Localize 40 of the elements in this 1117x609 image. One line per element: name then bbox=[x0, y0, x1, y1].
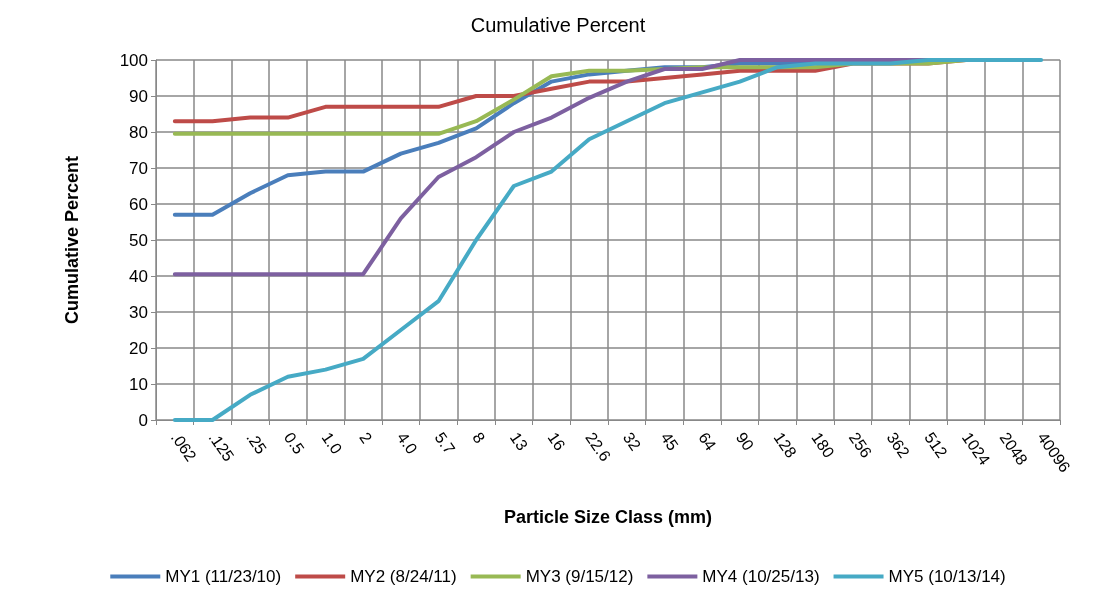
y-tick-label: 70 bbox=[129, 158, 148, 178]
y-tick-label: 0 bbox=[138, 410, 148, 430]
x-tick-label: 4.0 bbox=[393, 429, 421, 458]
chart-title: Cumulative Percent bbox=[470, 14, 646, 36]
y-tick-label: 30 bbox=[129, 302, 148, 322]
legend-label: MY3 (9/15/12) bbox=[525, 567, 634, 586]
x-tick-label: 45 bbox=[657, 429, 682, 454]
x-tick-label: 64 bbox=[695, 429, 720, 454]
line-series bbox=[172, 58, 1044, 422]
y-tick-label: 50 bbox=[129, 230, 148, 250]
legend-label: MY1 (11/23/10) bbox=[165, 567, 282, 586]
x-tick-label: 32 bbox=[619, 429, 645, 454]
x-tick-label: 362 bbox=[883, 429, 913, 461]
y-axis-title: Cumulative Percent bbox=[62, 155, 82, 325]
x-tick-label: .125 bbox=[205, 429, 238, 465]
legend-label: MY2 (8/24/11) bbox=[350, 567, 457, 586]
x-tick-label: 2 bbox=[356, 429, 376, 447]
x-axis-title: Particle Size Class (mm) bbox=[503, 507, 713, 527]
x-tick-label: 512 bbox=[921, 429, 951, 461]
x-tick-label: 13 bbox=[506, 429, 532, 454]
x-tick-label: 16 bbox=[544, 429, 569, 454]
x-tick-label: 1.0 bbox=[318, 429, 346, 458]
x-tick-label: 180 bbox=[808, 429, 838, 461]
y-tick-label: 80 bbox=[129, 122, 148, 142]
y-tick-label: 20 bbox=[129, 338, 148, 358]
x-tick-label: 256 bbox=[845, 429, 876, 461]
x-tick-label: 90 bbox=[732, 429, 758, 454]
y-tick-label: 60 bbox=[129, 194, 148, 214]
x-tick-label: 8 bbox=[469, 429, 489, 447]
x-tick-label: 128 bbox=[770, 429, 800, 461]
x-tick-label: 0.5 bbox=[280, 429, 308, 458]
legend-label: MY5 (10/13/14) bbox=[888, 567, 1006, 586]
x-tick-label: .062 bbox=[167, 429, 200, 465]
x-tick-label: .25 bbox=[243, 429, 270, 458]
y-tick-label: 90 bbox=[129, 86, 148, 106]
y-tick-label: 10 bbox=[129, 374, 148, 394]
y-tick-label: 40 bbox=[129, 266, 148, 286]
x-tick-label: 5.7 bbox=[431, 429, 459, 458]
legend-label: MY4 (10/25/13) bbox=[702, 567, 820, 586]
y-tick-label: 100 bbox=[119, 50, 148, 70]
